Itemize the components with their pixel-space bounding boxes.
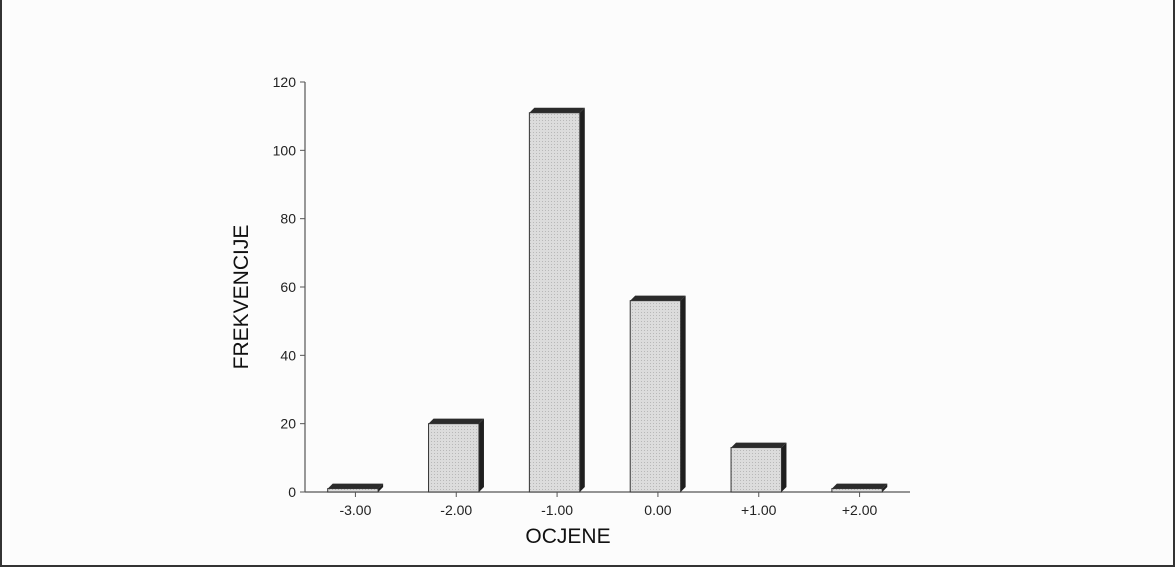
bar-side bbox=[680, 295, 686, 492]
bar-face bbox=[428, 423, 480, 493]
bar-top bbox=[630, 295, 686, 301]
y-tick-label: 0 bbox=[288, 484, 296, 500]
bar-side bbox=[882, 483, 888, 492]
bar bbox=[831, 483, 888, 493]
y-tick-label: 60 bbox=[280, 279, 296, 295]
y-tick-label: 40 bbox=[280, 347, 296, 363]
bar-top bbox=[327, 483, 384, 489]
chart-axes bbox=[304, 82, 910, 493]
bar-face bbox=[629, 300, 682, 493]
y-axis-ticks: 0 20 40 60 80 100 120 bbox=[273, 74, 305, 500]
bar-face bbox=[327, 488, 379, 493]
bar-face bbox=[528, 112, 581, 493]
bar bbox=[629, 295, 686, 493]
bar-side bbox=[781, 442, 787, 492]
x-axis-title: OCJENE bbox=[525, 525, 610, 548]
x-axis-ticks: -3.00 -2.00 -1.00 0.00 +1.00 +2.00 bbox=[339, 492, 878, 518]
bars-group bbox=[327, 107, 888, 493]
bar bbox=[428, 418, 484, 493]
bar-side bbox=[478, 418, 484, 492]
bar-top bbox=[731, 442, 787, 448]
bar bbox=[730, 442, 787, 493]
bar-top bbox=[831, 483, 888, 489]
bar-top bbox=[529, 107, 585, 113]
y-tick-label: 120 bbox=[273, 74, 297, 90]
y-tick-label: 100 bbox=[273, 142, 297, 158]
x-tick-label: +1.00 bbox=[741, 502, 777, 518]
bar-side bbox=[579, 107, 585, 492]
bar bbox=[327, 483, 384, 493]
bar-face bbox=[831, 488, 883, 493]
bar bbox=[528, 107, 585, 493]
x-tick-label: -2.00 bbox=[440, 502, 472, 518]
x-tick-label: 0.00 bbox=[644, 502, 671, 518]
bar-top bbox=[428, 418, 484, 424]
x-tick-label: -3.00 bbox=[339, 502, 371, 518]
bar-face bbox=[730, 447, 782, 493]
y-axis-title: FREKVENCIJE bbox=[230, 225, 253, 370]
y-tick-label: 80 bbox=[280, 211, 296, 227]
x-tick-label: +2.00 bbox=[842, 502, 878, 518]
y-tick-label: 20 bbox=[280, 416, 296, 432]
x-tick-label: -1.00 bbox=[541, 502, 573, 518]
bar-side bbox=[378, 483, 384, 492]
